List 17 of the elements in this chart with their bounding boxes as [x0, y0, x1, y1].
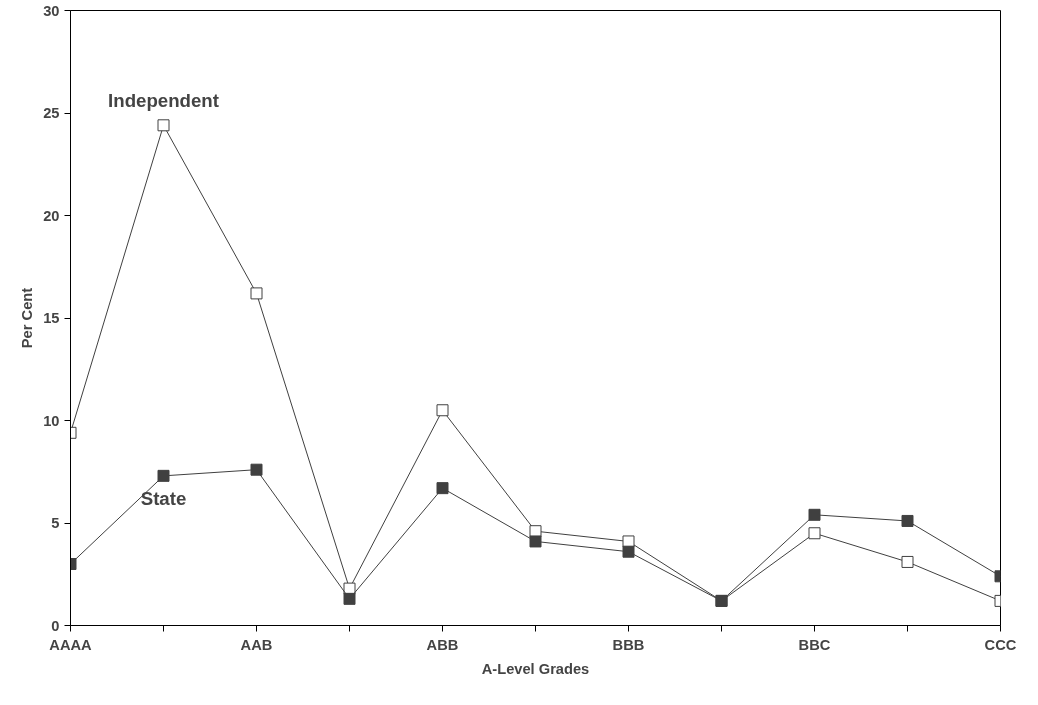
x-tick-label: AAAA: [49, 636, 93, 653]
x-tick-label: BBB: [612, 636, 645, 653]
x-tick-label: AAB: [240, 636, 273, 653]
x-tick-label: ABB: [426, 636, 459, 653]
series-label: Independent: [108, 90, 219, 112]
y-tick-label: 20: [43, 207, 60, 224]
x-axis-title: A-Level Grades: [481, 660, 590, 677]
x-tick-label: CCC: [984, 636, 1017, 653]
y-tick-label: 25: [43, 105, 60, 121]
x-tick-label: BBC: [798, 636, 831, 653]
y-tick-label: 15: [43, 310, 60, 326]
y-tick-label: 30: [43, 2, 60, 19]
series-label: State: [140, 487, 187, 509]
y-tick-label: 10: [43, 412, 60, 429]
y-tick-label: 0: [51, 617, 60, 634]
y-axis-title: Per Cent: [19, 287, 36, 349]
y-tick-label: 5: [51, 515, 60, 531]
